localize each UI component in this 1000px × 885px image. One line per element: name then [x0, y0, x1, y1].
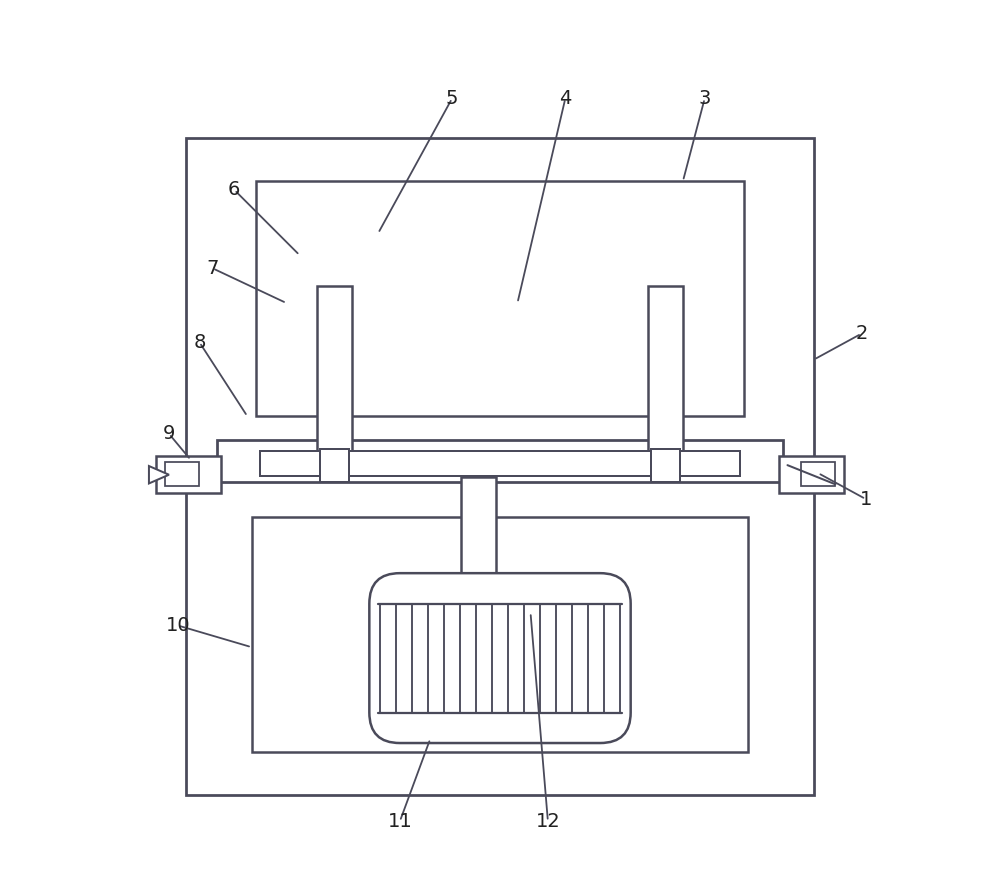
Text: 8: 8	[193, 333, 206, 352]
Bar	[320, 449, 349, 481]
Text: 1: 1	[860, 489, 872, 509]
Bar	[156, 457, 221, 493]
Text: 5: 5	[446, 88, 458, 108]
Text: 9: 9	[163, 424, 175, 443]
Bar	[165, 462, 199, 486]
Bar	[260, 451, 740, 475]
Text: 6: 6	[228, 181, 240, 199]
Bar	[186, 473, 814, 796]
Bar	[256, 181, 744, 416]
Text: 12: 12	[536, 812, 560, 831]
Bar	[648, 286, 683, 451]
Text: 7: 7	[206, 258, 219, 278]
Text: 11: 11	[387, 812, 412, 831]
Bar	[186, 137, 814, 469]
FancyBboxPatch shape	[369, 573, 631, 743]
Bar	[252, 517, 748, 751]
Text: 2: 2	[855, 324, 868, 343]
Bar	[217, 440, 783, 481]
Bar	[651, 449, 680, 481]
Text: 3: 3	[699, 88, 711, 108]
Text: 10: 10	[165, 616, 190, 635]
Text: 4: 4	[559, 88, 572, 108]
Bar	[317, 286, 352, 451]
Bar	[801, 462, 835, 486]
Polygon shape	[149, 466, 169, 483]
Bar	[461, 477, 496, 612]
Bar	[779, 457, 844, 493]
